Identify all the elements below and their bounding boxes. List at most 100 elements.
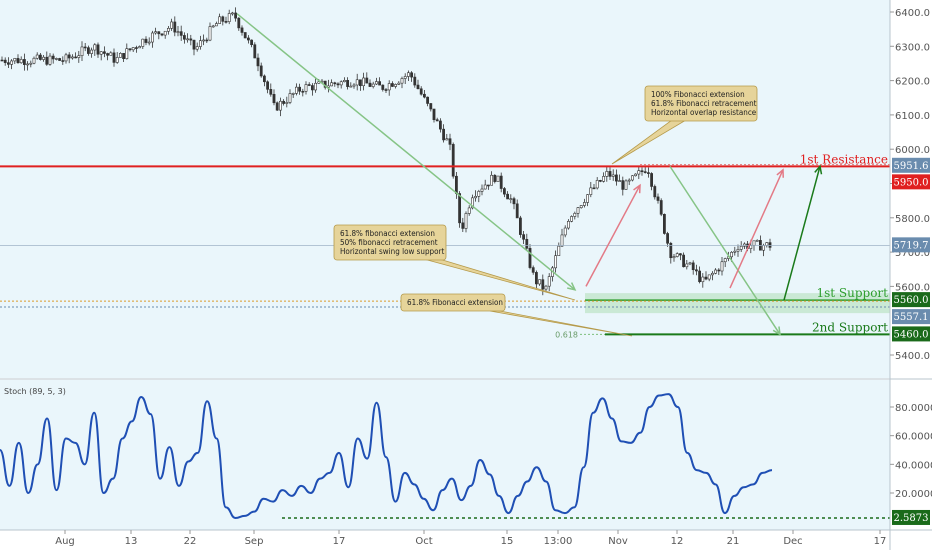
candle-body (183, 35, 186, 40)
candle-body (614, 174, 618, 182)
price-tick-label: 5800.0 (895, 214, 930, 225)
candle-body (160, 33, 164, 36)
candle-body (717, 269, 721, 272)
fib-618-label: 0.618 (555, 330, 578, 339)
downtrend-arrow (236, 13, 576, 291)
candle-body (634, 173, 638, 177)
candle-body (234, 12, 238, 19)
candle-body (10, 60, 14, 65)
candle-body (384, 89, 388, 91)
date-tick-label: Nov (608, 536, 628, 547)
candle-body (317, 81, 321, 84)
candle-body (736, 249, 740, 252)
candle-body (205, 39, 209, 42)
candle-body (611, 174, 615, 177)
candle-body (618, 180, 622, 182)
candle-body (720, 261, 724, 272)
candle-body (215, 23, 218, 27)
fall-arrow-head (772, 326, 781, 336)
candle-body (83, 46, 87, 49)
candle-body (397, 82, 401, 85)
downtrend-arrow-head (567, 282, 577, 291)
candle-body (493, 174, 497, 182)
candle-body (285, 102, 289, 104)
candle-body (154, 31, 158, 34)
candle-body (602, 176, 606, 182)
price-tag-text: 5950.0 (894, 177, 929, 188)
price-tag-box (892, 309, 930, 325)
candle-body (192, 39, 196, 50)
candle-body (58, 58, 62, 61)
price-tick-label: 5700.0 (895, 248, 930, 259)
price-tag-text: 5560.0 (894, 295, 929, 306)
candle-group (0, 7, 772, 296)
price-tag-box (892, 157, 930, 173)
price-tag-text: 5460.0 (894, 329, 929, 340)
price-tag-box (892, 237, 930, 253)
candle-body (291, 93, 295, 95)
candle-body (109, 52, 113, 56)
candle-body (26, 63, 30, 66)
resistance-callout-line: Horizontal overlap resistance (651, 108, 757, 117)
candle-body (762, 245, 766, 251)
candle-body (659, 200, 663, 215)
candle-body (739, 245, 743, 250)
candle-body (231, 12, 234, 15)
candle-body (627, 179, 631, 182)
price-panel: 1st Resistance 1st Support 0.618 2nd Suppor… (0, 0, 890, 378)
candle-body (349, 85, 353, 88)
candle-body (573, 213, 577, 217)
candle-body (477, 191, 481, 197)
candle-body (381, 84, 385, 90)
price-tick-label: 5400.0 (895, 351, 930, 362)
candle-body (490, 174, 494, 186)
candle-body (64, 54, 68, 62)
price-tag-text: 5951.6 (894, 161, 929, 172)
candle-body (710, 272, 714, 276)
candle-body (45, 56, 49, 65)
stoch-tag: 2.5873 (892, 509, 930, 525)
price-tick-label: 6300.0 (895, 42, 930, 53)
candle-body (371, 83, 375, 87)
candle-body (163, 30, 167, 36)
candle-body (48, 55, 52, 65)
candle-body (694, 269, 698, 272)
candle-body (125, 48, 129, 60)
candle-body (135, 47, 138, 49)
candle-body (499, 175, 503, 189)
candle-body (506, 193, 510, 200)
date-tick-label: 21 (727, 536, 740, 547)
candle-body (672, 256, 676, 259)
candle-body (77, 55, 81, 58)
price-tag: 5560.0 (892, 292, 930, 308)
candle-body (624, 180, 628, 190)
candle-body (141, 38, 145, 47)
date-tick-label: Oct (415, 536, 432, 547)
candle-body (445, 138, 449, 141)
candle-body (314, 82, 318, 91)
candle-body (534, 272, 538, 285)
candle-body (342, 80, 346, 83)
candle-body (22, 59, 26, 65)
candle-body (90, 49, 94, 54)
candle-body (119, 53, 122, 58)
candle-body (547, 276, 551, 287)
candle-body (275, 102, 279, 111)
projection-arrow (783, 166, 821, 301)
candle-body (256, 57, 260, 67)
candle-body (202, 39, 206, 42)
stoch-tick-label: 40.0000 (895, 460, 932, 471)
rise-arrow-1 (585, 184, 641, 287)
candle-body (669, 242, 673, 259)
candle-body (400, 78, 404, 84)
candle-body (288, 93, 292, 103)
candle-body (650, 173, 654, 187)
price-tag: 5950.0 (892, 174, 930, 190)
candle-body (99, 51, 103, 55)
candle-body (19, 59, 23, 64)
candle-body (458, 193, 462, 224)
candle-body (714, 269, 718, 274)
candle-body (208, 26, 212, 41)
candle-body (474, 195, 478, 199)
